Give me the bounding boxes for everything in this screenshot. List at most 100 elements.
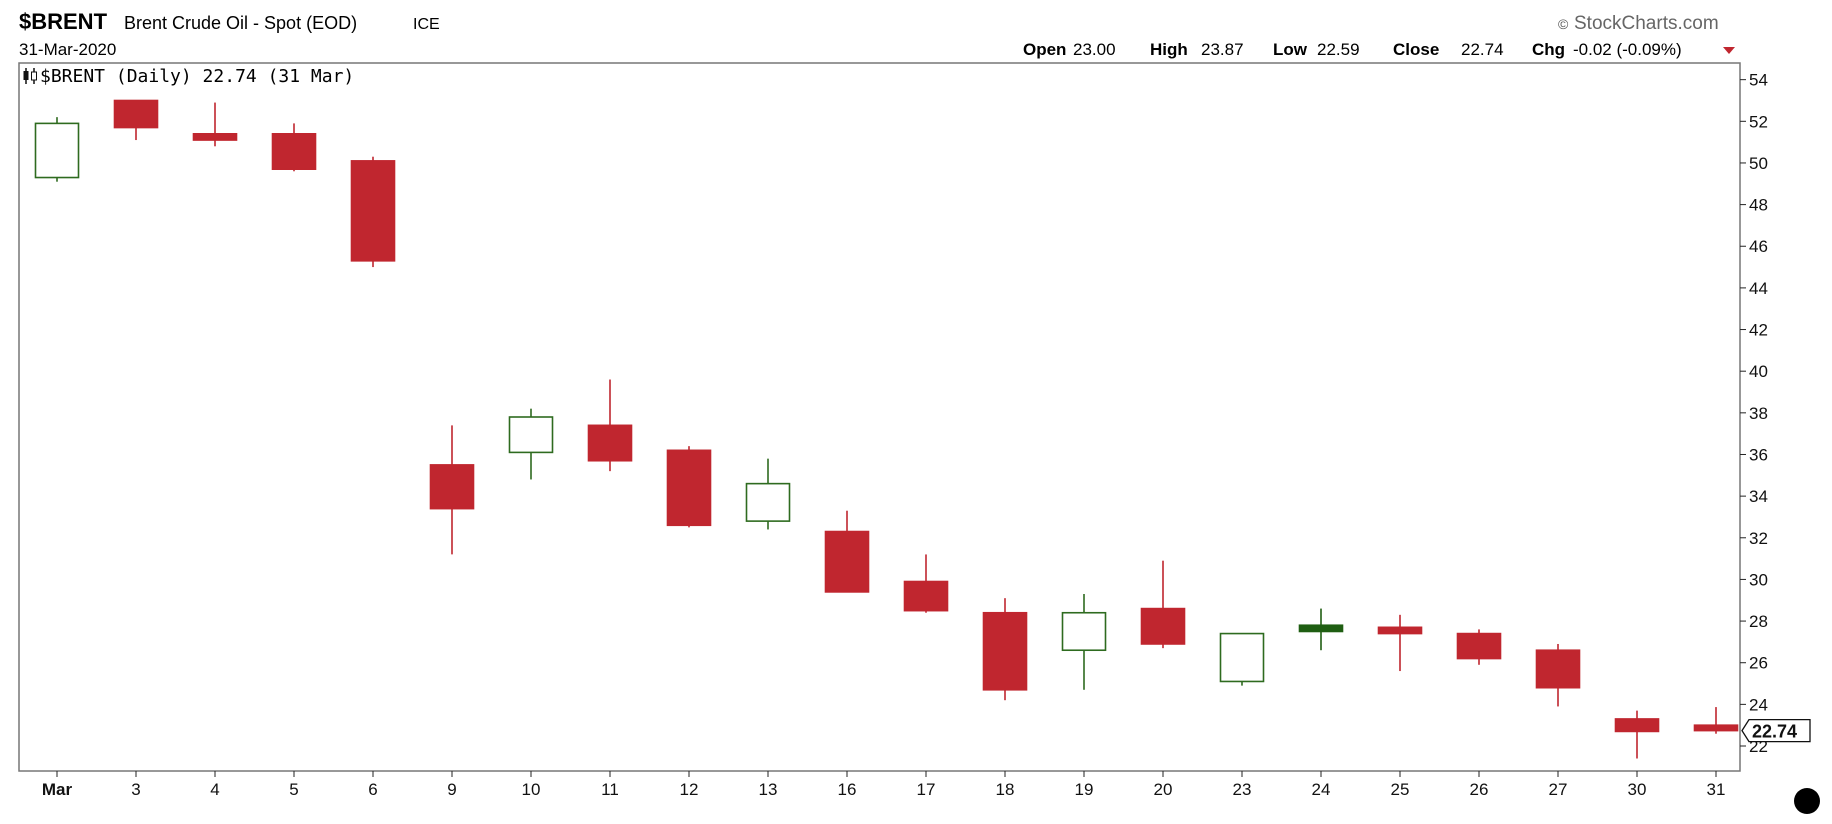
candle-body bbox=[982, 611, 1028, 691]
x-tick-label: 12 bbox=[680, 780, 699, 799]
x-tick-label: 6 bbox=[368, 780, 377, 799]
y-tick-label: 46 bbox=[1749, 237, 1768, 256]
symbol: $BRENT bbox=[19, 9, 108, 34]
down-arrow-icon bbox=[1723, 47, 1735, 54]
x-tick-label: 13 bbox=[759, 780, 778, 799]
x-tick-label: 16 bbox=[838, 780, 857, 799]
x-tick-label: 19 bbox=[1075, 780, 1094, 799]
x-tick-label: 4 bbox=[210, 780, 219, 799]
candle-13 bbox=[745, 458, 791, 530]
candle-Mar bbox=[34, 117, 80, 182]
candle-body bbox=[1140, 607, 1186, 645]
y-tick-label: 42 bbox=[1749, 321, 1768, 340]
candle-body bbox=[429, 464, 475, 510]
candle-25 bbox=[1377, 614, 1423, 672]
candle-body bbox=[666, 449, 712, 527]
candle-body bbox=[1061, 611, 1107, 652]
candle-body bbox=[1693, 724, 1739, 732]
chg-label: Chg bbox=[1532, 40, 1565, 59]
low-label: Low bbox=[1273, 40, 1308, 59]
low-value: 22.59 bbox=[1317, 40, 1360, 59]
y-tick-label: 32 bbox=[1749, 529, 1768, 548]
last-value-marker: 22.74 bbox=[1741, 718, 1811, 743]
x-tick-label: 27 bbox=[1549, 780, 1568, 799]
candle-11 bbox=[587, 379, 633, 472]
x-tick-label: 26 bbox=[1470, 780, 1489, 799]
y-tick-label: 26 bbox=[1749, 654, 1768, 673]
high-label: High bbox=[1150, 40, 1188, 59]
candle-body bbox=[1614, 718, 1660, 733]
candle-23 bbox=[1219, 632, 1265, 686]
y-tick-label: 50 bbox=[1749, 154, 1768, 173]
exchange: ICE bbox=[413, 16, 440, 33]
ohlc-readout: Open 23.00 High 23.87 Low 22.59 Close 22… bbox=[1023, 40, 1735, 59]
candle-18 bbox=[982, 598, 1028, 701]
candle-body bbox=[350, 160, 396, 262]
open-label: Open bbox=[1023, 40, 1066, 59]
y-tick-label: 30 bbox=[1749, 570, 1768, 589]
x-tick-label: 9 bbox=[447, 780, 456, 799]
chart-legend: $BRENT (Daily) 22.74 (31 Mar) bbox=[23, 66, 354, 87]
candle-body bbox=[1535, 649, 1581, 689]
candle-9 bbox=[429, 425, 475, 555]
y-tick-label: 38 bbox=[1749, 404, 1768, 423]
x-tick-label: 24 bbox=[1312, 780, 1331, 799]
legend-label: $BRENT (Daily) 22.74 (31 Mar) bbox=[40, 66, 354, 87]
watermark: StockCharts.com bbox=[1574, 13, 1719, 34]
x-tick-label: 25 bbox=[1391, 780, 1410, 799]
x-tick-label: 3 bbox=[131, 780, 140, 799]
candle-19 bbox=[1061, 594, 1107, 690]
chart-date: 31-Mar-2020 bbox=[19, 40, 116, 59]
candle-6 bbox=[350, 156, 396, 268]
candle-body bbox=[192, 133, 238, 141]
candle-30 bbox=[1614, 710, 1660, 759]
close-value: 22.74 bbox=[1461, 40, 1504, 59]
candle-3 bbox=[113, 99, 159, 141]
candle-body bbox=[113, 99, 159, 129]
candle-5 bbox=[271, 123, 317, 172]
plot-frame bbox=[18, 62, 1741, 772]
y-tick-label: 44 bbox=[1749, 279, 1768, 298]
y-tick-label: 24 bbox=[1749, 695, 1768, 714]
y-tick-label: 54 bbox=[1749, 71, 1768, 90]
instrument-name: Brent Crude Oil - Spot (EOD) bbox=[124, 13, 357, 33]
candle-12 bbox=[666, 446, 712, 528]
candle-body bbox=[1298, 624, 1344, 633]
x-tick-label: 23 bbox=[1233, 780, 1252, 799]
y-tick-label: 36 bbox=[1749, 445, 1768, 464]
y-tick-label: 34 bbox=[1749, 487, 1768, 506]
open-value: 23.00 bbox=[1073, 40, 1116, 59]
candlestick-icon bbox=[23, 68, 37, 84]
close-label: Close bbox=[1393, 40, 1439, 59]
x-axis: Mar 3 4 5 6 9 10 11 12 13 16 17 18 19 20 23 24 25 26 27 30 31 bbox=[42, 771, 1726, 799]
candles-layer bbox=[34, 99, 1739, 759]
candle-31 bbox=[1693, 707, 1739, 734]
candle-body bbox=[1219, 632, 1265, 683]
x-tick-label: 18 bbox=[996, 780, 1015, 799]
candle-body bbox=[1456, 632, 1502, 660]
candle-body bbox=[745, 482, 791, 522]
x-tick-label: 17 bbox=[917, 780, 936, 799]
last-value-box bbox=[1741, 718, 1811, 743]
candle-10 bbox=[508, 408, 554, 480]
x-tick-label: 31 bbox=[1707, 780, 1726, 799]
dot-marker bbox=[1794, 788, 1820, 814]
candle-20 bbox=[1140, 560, 1186, 649]
last-value-label: 22.74 bbox=[1752, 722, 1797, 742]
candle-24 bbox=[1298, 608, 1344, 651]
candle-4 bbox=[192, 102, 238, 147]
candle-body bbox=[34, 122, 80, 179]
y-tick-label: 28 bbox=[1749, 612, 1768, 631]
candle-27 bbox=[1535, 643, 1581, 707]
candle-body bbox=[903, 580, 949, 612]
candle-body bbox=[1377, 626, 1423, 635]
candle-body bbox=[271, 133, 317, 171]
candle-16 bbox=[824, 510, 870, 593]
x-tick-label: 11 bbox=[601, 780, 619, 799]
candle-26 bbox=[1456, 629, 1502, 665]
candle-body bbox=[824, 530, 870, 593]
y-tick-label: 48 bbox=[1749, 196, 1768, 215]
x-tick-label: Mar bbox=[42, 780, 73, 799]
candle-body bbox=[587, 424, 633, 462]
